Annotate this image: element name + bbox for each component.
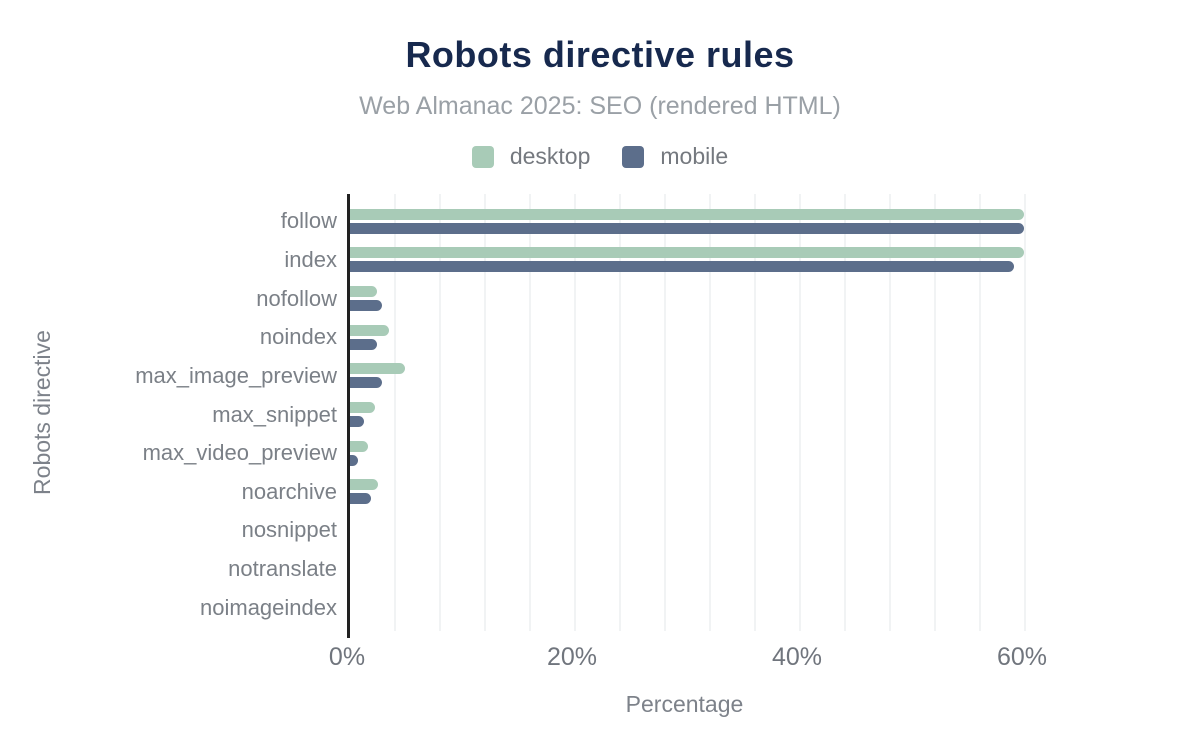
- bar-desktop-noindex[interactable]: [350, 324, 390, 336]
- bar-row-noarchive: [350, 472, 1025, 511]
- bar-rows: [350, 202, 1025, 627]
- category-label-noindex: noindex: [259, 324, 337, 350]
- bar-mobile-noarchive[interactable]: [350, 493, 372, 505]
- chart-title: Robots directive rules: [405, 34, 795, 75]
- gridline-16: [529, 194, 531, 631]
- bar-row-max_image_preview: [350, 357, 1025, 396]
- legend-swatch-desktop: [471, 145, 494, 168]
- bar-mobile-max_image_preview[interactable]: [350, 377, 382, 389]
- bar-row-notranslate: [350, 550, 1025, 589]
- bar-desktop-index[interactable]: [350, 247, 1024, 259]
- legend-item-desktop[interactable]: desktop: [471, 143, 591, 170]
- bar-row-nosnippet: [350, 511, 1025, 550]
- bar-desktop-max_video_preview[interactable]: [350, 440, 368, 452]
- gridline-44: [844, 194, 846, 631]
- bar-mobile-follow[interactable]: [350, 222, 1024, 234]
- bar-row-noimageindex: [350, 588, 1025, 627]
- x-axis-title: Percentage: [625, 691, 744, 717]
- bar-mobile-max_video_preview[interactable]: [350, 454, 358, 466]
- category-label-nofollow: nofollow: [256, 285, 337, 311]
- legend-label: mobile: [660, 143, 729, 169]
- gridline-12: [484, 194, 486, 631]
- bar-mobile-index[interactable]: [350, 261, 1014, 273]
- category-label-max_snippet: max_snippet: [212, 401, 337, 427]
- bar-row-max_video_preview: [350, 434, 1025, 473]
- bar-row-index: [350, 241, 1025, 280]
- chart-subtitle: Web Almanac 2025: SEO (rendered HTML): [359, 92, 841, 120]
- category-label-max_image_preview: max_image_preview: [135, 362, 337, 388]
- bar-desktop-noarchive[interactable]: [350, 479, 379, 491]
- bar-desktop-max_snippet[interactable]: [350, 402, 375, 414]
- bar-mobile-max_snippet[interactable]: [350, 416, 364, 428]
- x-tick-label-0: 0%: [328, 643, 366, 671]
- bar-row-follow: [350, 202, 1025, 241]
- x-tick-label-20: 20%: [546, 643, 598, 671]
- legend-swatch-mobile: [622, 145, 645, 168]
- category-label-noarchive: noarchive: [241, 478, 337, 504]
- gridline-52: [934, 194, 936, 631]
- gridline-36: [754, 194, 756, 631]
- bar-row-noindex: [350, 318, 1025, 357]
- plot-area: [347, 194, 1026, 638]
- bar-mobile-nofollow[interactable]: [350, 300, 382, 312]
- bar-row-nofollow: [350, 279, 1025, 318]
- legend-item-mobile[interactable]: mobile: [622, 143, 728, 170]
- gridline-32: [709, 194, 711, 631]
- category-label-max_video_preview: max_video_preview: [142, 440, 337, 466]
- x-tick-label-60: 60%: [996, 643, 1048, 671]
- category-label-notranslate: notranslate: [228, 556, 337, 582]
- gridline-28: [664, 194, 666, 631]
- x-axis-tick-labels: 0% 20% 40% 60%: [329, 643, 1047, 673]
- bar-desktop-max_image_preview[interactable]: [350, 363, 406, 375]
- y-axis-title: Robots directive: [28, 330, 55, 495]
- gridline-56: [979, 194, 981, 631]
- gridline-4: [394, 194, 396, 631]
- category-axis-labels: follow index nofollow noindex max_image_prev…: [60, 202, 337, 627]
- gridline-24: [619, 194, 621, 631]
- category-label-noimageindex: noimageindex: [200, 594, 337, 620]
- x-axis-zero-tick-mark: [347, 631, 350, 638]
- x-tick-label-40: 40%: [771, 643, 823, 671]
- bar-desktop-nofollow[interactable]: [350, 286, 377, 298]
- category-label-index: index: [284, 246, 337, 272]
- chart-legend: desktop mobile: [0, 143, 1200, 170]
- bar-desktop-follow[interactable]: [350, 208, 1024, 220]
- bar-row-max_snippet: [350, 395, 1025, 434]
- gridline-20: [574, 194, 576, 631]
- gridline-60: [1024, 194, 1026, 631]
- legend-label: desktop: [509, 143, 591, 169]
- category-label-nosnippet: nosnippet: [241, 517, 337, 543]
- gridline-8: [439, 194, 441, 631]
- bar-mobile-noindex[interactable]: [350, 338, 377, 350]
- category-label-follow: follow: [280, 208, 337, 234]
- gridline-40: [799, 194, 801, 631]
- gridline-48: [889, 194, 891, 631]
